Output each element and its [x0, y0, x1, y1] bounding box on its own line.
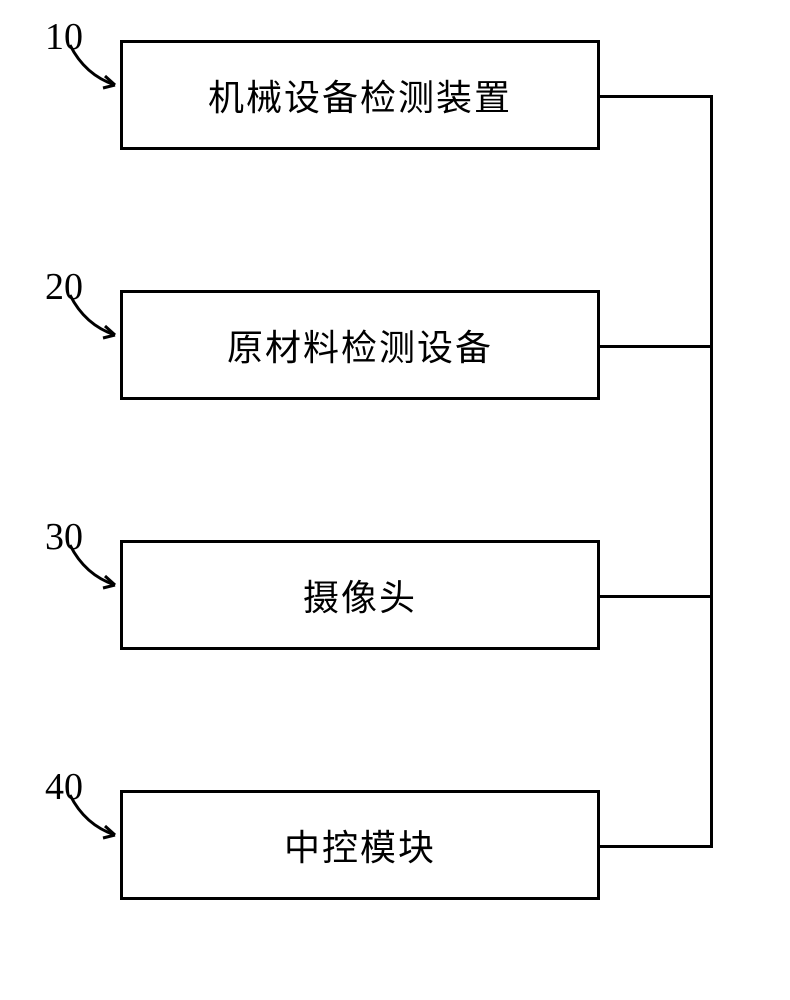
node-label: 原材料检测设备 — [227, 319, 493, 371]
bus-vertical-line — [710, 95, 713, 848]
bus-connector-line — [600, 845, 713, 848]
node-block: 中控模块 — [120, 790, 600, 900]
node-label: 摄像头 — [303, 569, 417, 621]
id-arrow-icon — [65, 790, 125, 845]
node-label: 机械设备检测装置 — [208, 69, 512, 121]
bus-connector-line — [600, 345, 713, 348]
node-block: 机械设备检测装置 — [120, 40, 600, 150]
node-label: 中控模块 — [284, 819, 436, 871]
id-arrow-icon — [65, 40, 125, 95]
node-block: 原材料检测设备 — [120, 290, 600, 400]
id-arrow-icon — [65, 290, 125, 345]
bus-connector-line — [600, 595, 713, 598]
bus-connector-line — [600, 95, 713, 98]
id-arrow-icon — [65, 540, 125, 595]
node-block: 摄像头 — [120, 540, 600, 650]
